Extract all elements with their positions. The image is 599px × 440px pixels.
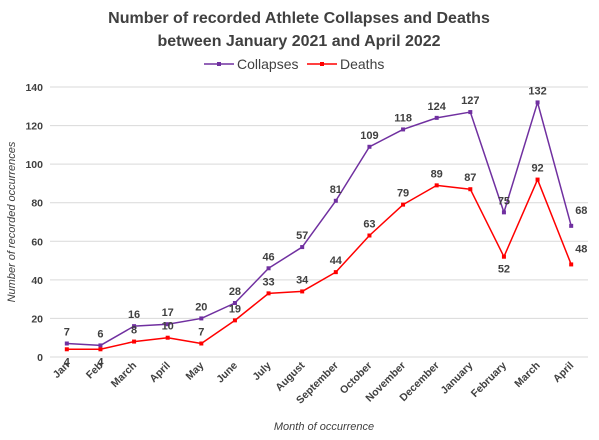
data-point-collapses	[535, 100, 540, 105]
data-point-collapses	[132, 324, 137, 329]
series-layer	[64, 100, 574, 352]
chart-title-line-2: between January 2021 and April 2022	[157, 33, 440, 50]
y-tick-label: 60	[31, 236, 43, 248]
data-point-deaths	[300, 289, 305, 294]
data-point-collapses	[367, 144, 372, 149]
y-tick-label: 0	[37, 352, 43, 364]
data-label-deaths: 34	[296, 274, 309, 286]
x-tick-label: March	[512, 360, 542, 390]
data-point-deaths	[199, 341, 204, 346]
legend-marker-collapses	[217, 62, 221, 66]
legend: Collapses Deaths	[204, 56, 384, 72]
data-label-deaths: 52	[498, 264, 510, 276]
data-point-deaths	[64, 347, 69, 352]
data-point-deaths	[98, 347, 103, 352]
legend-label-deaths: Deaths	[340, 56, 384, 72]
y-tick-label: 100	[25, 159, 43, 171]
y-tick-label: 140	[25, 82, 43, 94]
data-point-deaths	[535, 177, 540, 182]
data-point-deaths	[468, 187, 473, 192]
data-label-deaths: 7	[198, 327, 204, 339]
x-tick-label: March	[109, 360, 139, 390]
data-point-collapses	[401, 127, 406, 132]
data-label-collapses: 124	[428, 101, 447, 113]
y-tick-label: 80	[31, 198, 43, 210]
data-point-collapses	[165, 322, 170, 327]
data-point-deaths	[333, 270, 338, 275]
data-point-collapses	[434, 115, 439, 120]
data-label-collapses: 132	[528, 85, 546, 97]
legend-item-collapses: Collapses	[204, 56, 298, 72]
data-label-collapses: 75	[498, 195, 510, 207]
data-point-collapses	[468, 110, 473, 115]
x-tick-label: July	[250, 360, 273, 383]
data-point-collapses	[333, 198, 338, 203]
y-tick-label: 20	[31, 313, 43, 325]
x-tick-label: June	[214, 360, 240, 386]
series-line-collapses	[66, 101, 572, 347]
data-label-deaths: 89	[431, 168, 443, 180]
data-label-collapses: 57	[296, 230, 308, 242]
x-tick-label: April	[147, 360, 172, 385]
legend-label-collapses: Collapses	[237, 56, 298, 72]
data-label-deaths: 10	[162, 321, 174, 333]
data-label-deaths: 79	[397, 188, 409, 200]
data-point-deaths	[501, 254, 506, 259]
data-label-deaths: 92	[531, 163, 543, 175]
data-label-collapses: 20	[195, 301, 207, 313]
x-tick-label: April	[551, 360, 576, 385]
x-axis-title: Month of occurrence	[274, 421, 374, 433]
data-label-deaths: 4	[64, 356, 71, 368]
x-tick-label: February	[469, 360, 509, 400]
data-label-collapses: 127	[461, 95, 479, 107]
data-point-collapses	[64, 341, 69, 346]
data-label-collapses: 109	[360, 130, 378, 142]
y-axis-ticks: 0 20 40 60 80 100 120 140	[25, 82, 43, 364]
data-label-collapses: 118	[394, 112, 412, 124]
data-point-collapses	[199, 316, 204, 321]
legend-item-deaths: Deaths	[307, 56, 384, 72]
data-point-deaths	[367, 233, 372, 238]
legend-marker-deaths	[320, 62, 324, 66]
data-point-collapses	[98, 343, 103, 348]
data-label-deaths: 33	[262, 276, 274, 288]
data-label-collapses: 16	[128, 309, 140, 321]
x-tick-label: May	[183, 360, 206, 383]
gridlines	[50, 86, 588, 358]
data-point-collapses	[232, 301, 237, 305]
data-label-collapses: 81	[330, 184, 342, 196]
data-point-deaths	[401, 202, 406, 207]
y-axis-title: Number of recorded occurrences	[6, 141, 18, 302]
data-label-collapses: 7	[64, 327, 70, 339]
data-label-deaths: 44	[330, 255, 343, 267]
data-point-collapses	[569, 223, 574, 228]
data-label-collapses: 28	[229, 286, 241, 298]
data-point-collapses	[300, 245, 305, 250]
data-label-collapses: 6	[97, 328, 103, 340]
chart-title-line-1: Number of recorded Athlete Collapses and…	[108, 10, 490, 27]
data-label-collapses: 17	[162, 307, 174, 319]
data-label-collapses: 46	[262, 251, 274, 263]
data-label-deaths: 8	[131, 325, 137, 337]
y-tick-label: 120	[25, 121, 43, 133]
data-point-collapses	[501, 210, 506, 215]
data-label-deaths: 4	[97, 356, 104, 368]
series-line-deaths	[66, 178, 572, 351]
data-point-collapses	[266, 266, 271, 271]
data-label-deaths: 87	[464, 172, 476, 184]
data-label-deaths: 48	[575, 243, 587, 255]
x-axis-ticks: Jan Feb March April May June July AugustSeptemb…	[51, 359, 577, 406]
data-label-deaths: 19	[229, 303, 241, 315]
data-point-deaths	[266, 291, 271, 296]
data-point-deaths	[569, 262, 574, 267]
data-point-deaths	[434, 183, 439, 188]
data-point-deaths	[132, 339, 137, 344]
data-label-collapses: 68	[575, 205, 587, 217]
y-tick-label: 40	[31, 275, 43, 287]
data-label-deaths: 63	[363, 219, 375, 231]
data-point-deaths	[165, 335, 170, 340]
data-point-deaths	[232, 318, 237, 323]
